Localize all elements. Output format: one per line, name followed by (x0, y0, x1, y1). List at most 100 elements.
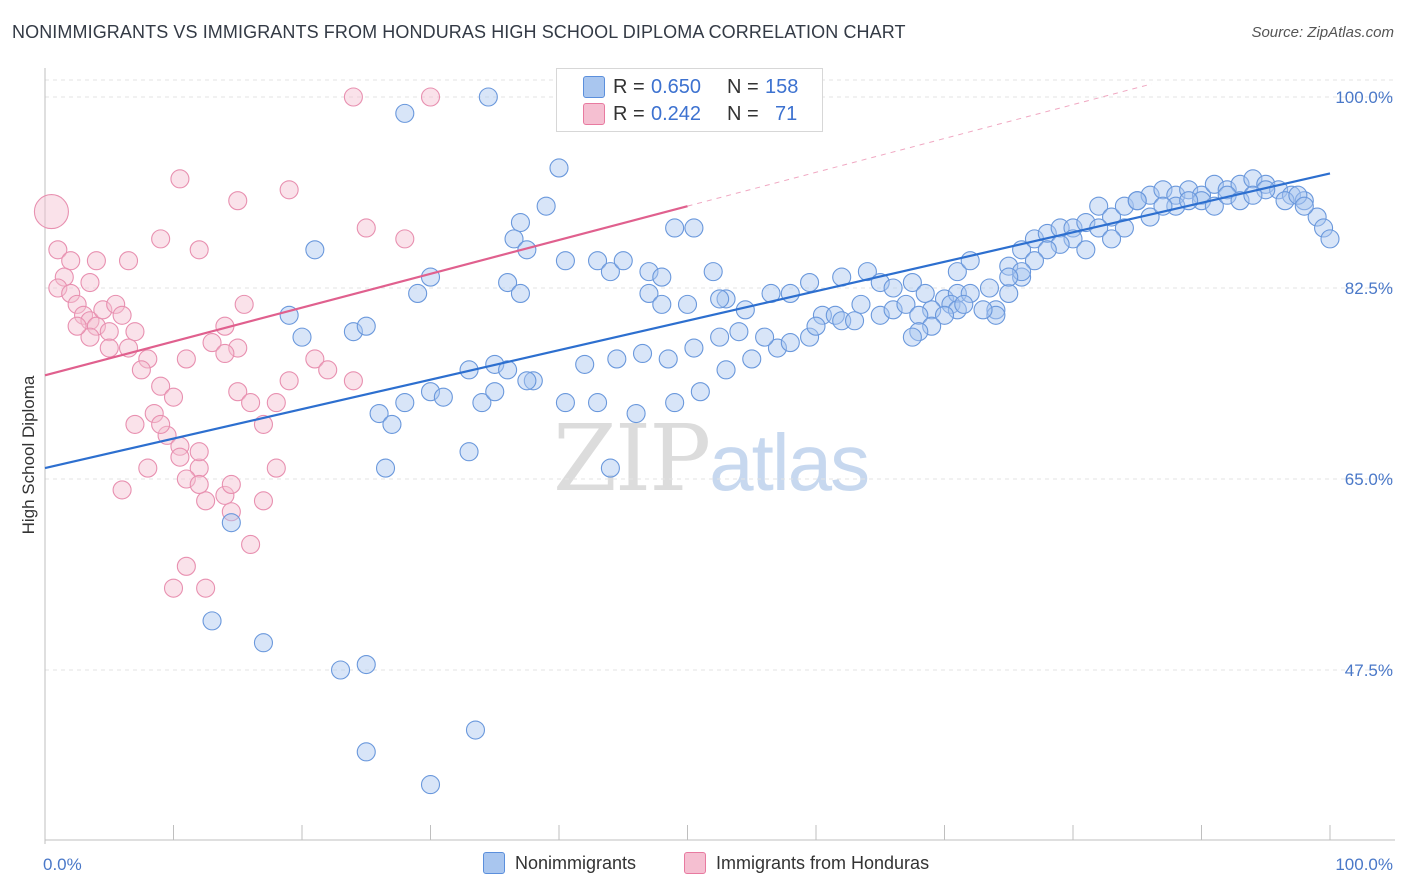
data-point-nonimmigrant (973, 300, 993, 320)
data-point-nonimmigrant (703, 262, 723, 282)
data-point-honduras (131, 360, 151, 380)
data-point-nonimmigrant (305, 240, 325, 260)
trend-line-honduras (44, 205, 688, 377)
data-point-nonimmigrant (999, 267, 1019, 287)
data-point-nonimmigrant (395, 103, 415, 123)
data-point-nonimmigrant (1307, 207, 1327, 227)
data-point-honduras (151, 229, 171, 249)
data-point-honduras (221, 502, 241, 522)
data-point-honduras (163, 578, 184, 598)
data-point-nonimmigrant (800, 272, 820, 293)
data-point-nonimmigrant (253, 633, 274, 653)
data-point-honduras (176, 556, 196, 576)
data-point-nonimmigrant (536, 196, 556, 216)
x-tick-label: 100.0% (1335, 855, 1393, 874)
data-point-nonimmigrant (922, 300, 942, 320)
data-point-honduras (395, 229, 415, 249)
legend-swatch-blue (583, 76, 605, 98)
data-point-honduras (144, 403, 164, 424)
trend-lines (44, 83, 1331, 470)
series-legend: Nonimmigrants Immigrants from Honduras (0, 852, 1406, 878)
data-point-nonimmigrant (555, 393, 575, 413)
data-point-honduras (112, 305, 132, 325)
legend-n-label: N = (727, 102, 765, 125)
data-point-nonimmigrant (934, 305, 955, 325)
data-point-honduras (305, 349, 325, 369)
data-point-nonimmigrant (485, 382, 505, 402)
data-point-nonimmigrant (716, 289, 736, 309)
y-axis-label: High School Diploma (19, 375, 38, 534)
data-point-nonimmigrant (652, 267, 672, 287)
data-point-nonimmigrant (575, 354, 595, 374)
data-point-nonimmigrant (498, 272, 518, 293)
data-point-nonimmigrant (1275, 191, 1295, 211)
data-point-honduras (125, 322, 145, 342)
data-point-honduras (80, 311, 100, 331)
data-point-nonimmigrant (1140, 185, 1160, 205)
data-point-nonimmigrant (1179, 180, 1199, 200)
watermark-atlas: atlas (709, 418, 870, 507)
data-point-nonimmigrant (330, 660, 351, 680)
data-point-nonimmigrant (420, 775, 441, 795)
data-point-nonimmigrant (510, 212, 531, 233)
data-point-nonimmigrant (356, 742, 376, 762)
data-point-nonimmigrant (1024, 251, 1044, 271)
data-point-honduras (228, 191, 248, 211)
data-point-honduras (170, 169, 190, 189)
watermark-zip: ZIP (553, 405, 711, 512)
data-point-nonimmigrant (915, 283, 935, 304)
data-point-nonimmigrant (1166, 185, 1186, 205)
y-tick-label: 65.0% (1345, 470, 1393, 489)
data-point-nonimmigrant (979, 278, 1000, 298)
data-point-honduras (189, 474, 209, 495)
data-point-nonimmigrant (684, 338, 704, 358)
data-point-honduras (99, 338, 119, 358)
data-point-nonimmigrant (710, 289, 730, 309)
data-point-nonimmigrant (420, 267, 441, 287)
data-point-honduras (118, 251, 139, 271)
data-point-nonimmigrant (909, 305, 929, 325)
y-tick-label: 82.5% (1345, 279, 1393, 298)
data-point-honduras (215, 485, 235, 505)
data-point-nonimmigrant (690, 382, 710, 402)
data-point-nonimmigrant (947, 300, 967, 320)
data-point-honduras (356, 218, 376, 238)
y-tick-label: 100.0% (1335, 88, 1393, 107)
legend-r-value: 0.242 (651, 102, 702, 125)
data-point-honduras (74, 305, 94, 325)
legend-swatch-pink (583, 103, 605, 125)
data-point-nonimmigrant (825, 305, 845, 325)
data-point-honduras (266, 393, 286, 413)
data-point-nonimmigrant (523, 371, 543, 391)
data-point-nonimmigrant (1288, 185, 1308, 205)
data-point-honduras (48, 240, 68, 260)
data-point-nonimmigrant (755, 327, 775, 347)
data-point-honduras (170, 447, 190, 467)
data-point-honduras (151, 414, 171, 434)
data-point-honduras (86, 316, 106, 336)
data-point-honduras (189, 458, 209, 478)
data-point-honduras (151, 376, 171, 396)
data-point-honduras (67, 294, 87, 314)
data-point-nonimmigrant (986, 305, 1006, 325)
trend-line-honduras-extension (687, 83, 1152, 207)
data-point-nonimmigrant (1102, 229, 1122, 249)
data-point-honduras (106, 294, 126, 314)
data-point-nonimmigrant (729, 322, 749, 342)
legend-swatch-blue (483, 852, 505, 874)
data-point-nonimmigrant (375, 458, 396, 478)
source-label: Source: ZipAtlas.com (1251, 24, 1394, 41)
data-point-nonimmigrant (587, 393, 608, 413)
data-point-nonimmigrant (716, 360, 736, 380)
data-point-nonimmigrant (684, 218, 704, 238)
data-point-nonimmigrant (498, 360, 518, 380)
data-point-honduras (266, 458, 286, 478)
data-point-nonimmigrant (1114, 218, 1134, 238)
data-point-honduras (176, 349, 196, 369)
data-point-honduras (343, 87, 363, 107)
data-point-nonimmigrant (1191, 185, 1212, 205)
data-point-nonimmigrant (883, 300, 903, 320)
data-point-nonimmigrant (600, 262, 620, 282)
data-point-nonimmigrant (395, 393, 415, 413)
data-point-honduras (228, 338, 248, 358)
